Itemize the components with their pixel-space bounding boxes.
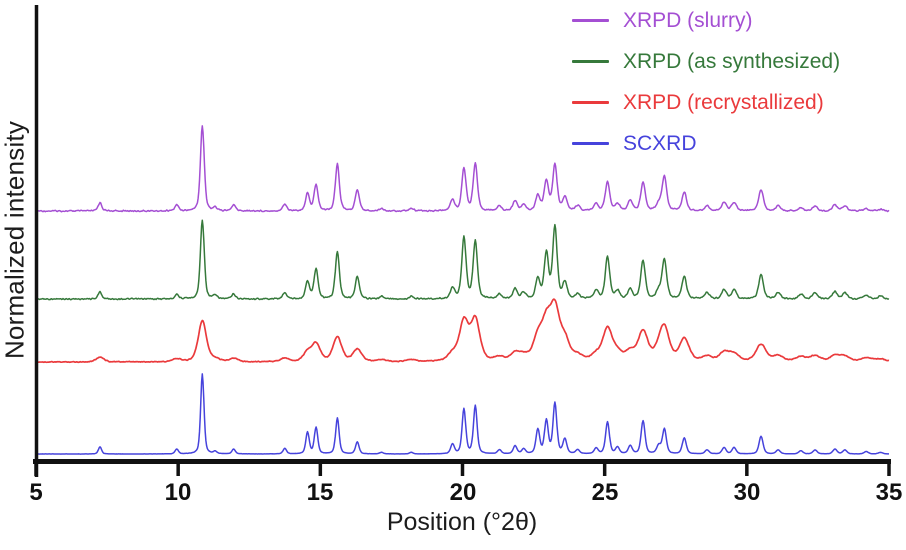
legend-line-swatch	[572, 101, 609, 104]
trace-group	[35, 125, 890, 455]
x-tick-label-15: 15	[306, 479, 334, 506]
legend-line-swatch	[572, 19, 609, 22]
x-tick-label-20: 20	[449, 479, 477, 506]
scxrd-trace	[35, 373, 890, 455]
x-tick-label-35: 35	[875, 479, 903, 506]
legend-label: XRPD (slurry)	[623, 8, 753, 32]
legend-item-xrpd-as-synthesized: XRPD (as synthesized)	[572, 41, 840, 82]
legend-line-swatch	[572, 142, 609, 145]
xrpd-recrystallized-trace	[35, 298, 890, 364]
y-axis-label: Normalized intensity	[0, 120, 30, 360]
legend-item-scxrd: SCXRD	[572, 123, 840, 164]
x-tick-label-5: 5	[29, 479, 43, 506]
xrpd-slurry-trace	[35, 125, 890, 213]
x-tick-marks	[34, 461, 891, 476]
x-tick-label-10: 10	[164, 479, 192, 506]
legend: XRPD (slurry) XRPD (as synthesized) XRPD…	[572, 0, 840, 164]
legend-label: SCXRD	[623, 131, 697, 155]
x-tick-label-30: 30	[733, 479, 761, 506]
x-tick-label-25: 25	[591, 479, 619, 506]
axes-group	[33, 5, 891, 477]
x-axis-label: Position (°2θ)	[386, 508, 538, 536]
legend-item-xrpd-slurry: XRPD (slurry)	[572, 0, 840, 41]
legend-label: XRPD (recrystallized)	[623, 90, 824, 114]
legend-line-swatch	[572, 60, 609, 63]
xrpd-as-synthesized-trace	[35, 219, 890, 301]
legend-item-xrpd-recrystallized: XRPD (recrystallized)	[572, 82, 840, 123]
legend-label: XRPD (as synthesized)	[623, 49, 841, 73]
